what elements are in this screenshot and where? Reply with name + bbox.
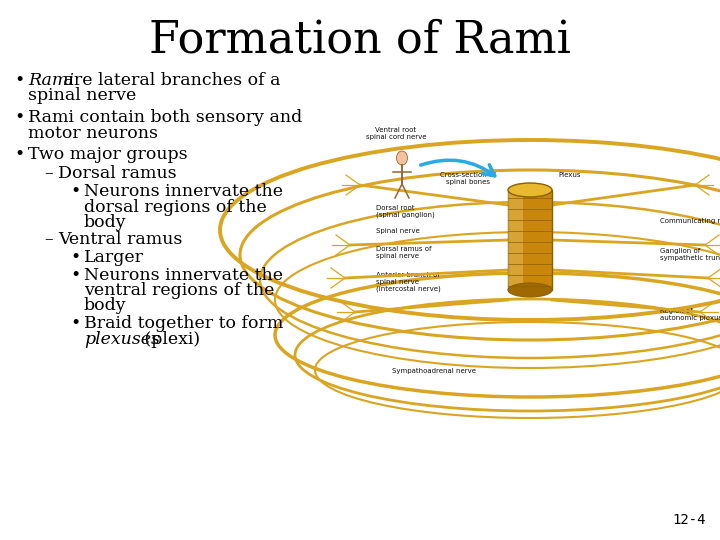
Text: motor neurons: motor neurons xyxy=(28,125,158,141)
Text: Plexus: Plexus xyxy=(558,172,580,178)
Text: Ganglion of
sympathetic trunk: Ganglion of sympathetic trunk xyxy=(660,248,720,261)
Text: •: • xyxy=(14,146,24,163)
Text: •: • xyxy=(14,72,24,89)
Text: •: • xyxy=(70,315,80,332)
Text: 12-4: 12-4 xyxy=(672,513,706,527)
Text: Region of
autonomic plexus: Region of autonomic plexus xyxy=(660,308,720,321)
Text: Rami: Rami xyxy=(28,72,74,89)
FancyBboxPatch shape xyxy=(508,190,552,290)
Ellipse shape xyxy=(508,283,552,297)
Text: –: – xyxy=(44,165,53,183)
Text: Dorsal root
(spinal ganglion): Dorsal root (spinal ganglion) xyxy=(376,205,435,219)
Text: (plexi): (plexi) xyxy=(139,330,200,348)
Text: Braid together to form: Braid together to form xyxy=(84,315,284,332)
FancyArrowPatch shape xyxy=(420,160,495,176)
Text: Larger: Larger xyxy=(84,249,144,266)
Text: •: • xyxy=(70,183,80,200)
Text: •: • xyxy=(14,109,24,126)
Text: Rami contain both sensory and: Rami contain both sensory and xyxy=(28,109,302,126)
Ellipse shape xyxy=(508,183,552,197)
Text: •: • xyxy=(70,267,80,284)
Text: Ventral root
spinal cord nerve: Ventral root spinal cord nerve xyxy=(366,127,426,140)
Text: •: • xyxy=(70,249,80,266)
Text: Dorsal ramus: Dorsal ramus xyxy=(58,165,176,183)
Text: plexuses: plexuses xyxy=(84,330,160,348)
Text: Neurons innervate the: Neurons innervate the xyxy=(84,183,283,200)
Ellipse shape xyxy=(397,151,408,165)
Text: body: body xyxy=(84,214,127,231)
Text: Sympathoadrenal nerve: Sympathoadrenal nerve xyxy=(392,368,476,374)
Text: Two major groups: Two major groups xyxy=(28,146,188,163)
Text: are lateral branches of a: are lateral branches of a xyxy=(58,72,281,89)
Text: Formation of Rami: Formation of Rami xyxy=(149,18,571,62)
Text: body: body xyxy=(84,298,127,314)
Text: Ventral ramus: Ventral ramus xyxy=(58,232,182,248)
Text: –: – xyxy=(44,232,53,248)
Text: Cross-section of
spinal bones: Cross-section of spinal bones xyxy=(440,172,496,185)
Text: Dorsal ramus of
spinal nerve: Dorsal ramus of spinal nerve xyxy=(376,246,431,259)
Text: dorsal regions of the: dorsal regions of the xyxy=(84,199,266,215)
Text: Communicating rami: Communicating rami xyxy=(660,218,720,224)
Text: Spinal nerve: Spinal nerve xyxy=(376,228,420,234)
FancyBboxPatch shape xyxy=(508,190,523,290)
Text: spinal nerve: spinal nerve xyxy=(28,87,136,105)
Text: ventral regions of the: ventral regions of the xyxy=(84,282,274,299)
Text: Neurons innervate the: Neurons innervate the xyxy=(84,267,283,284)
Text: Anterior branch of
spinal nerve
(intercostal nerve): Anterior branch of spinal nerve (interco… xyxy=(376,272,441,293)
